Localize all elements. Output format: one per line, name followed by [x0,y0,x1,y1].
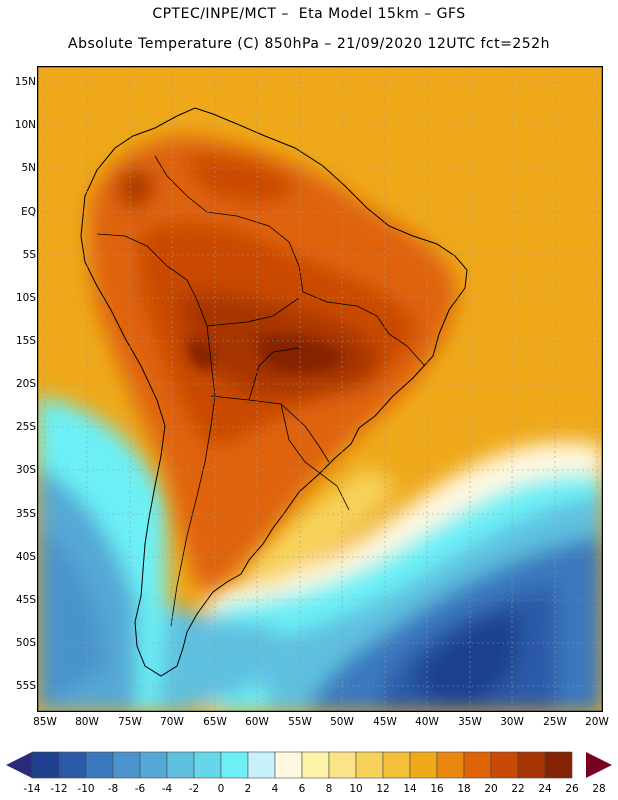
lat-label: 25S [15,421,36,433]
color-scale-cell [544,751,573,779]
hot-core-field [187,334,347,373]
lon-label: 60W [245,716,269,728]
graticule [37,66,603,712]
color-scale-label: -6 [134,783,146,795]
color-scale-cell [301,751,330,779]
color-scale-cell [220,751,249,779]
lat-label: 10N [14,119,36,131]
color-scale-label: 28 [592,783,606,795]
color-scale-label: 6 [298,783,306,795]
color-scale [6,751,612,779]
lon-label: 35W [458,716,482,728]
lon-label: 70W [160,716,184,728]
color-scale-label: -8 [107,783,119,795]
lon-label: 20W [585,716,609,728]
lat-label: 45S [15,594,36,606]
lat-label: 5S [22,249,36,261]
color-scale-label: 20 [484,783,498,795]
color-scale-label: 24 [538,783,552,795]
color-scale-cell [31,751,60,779]
lat-label: 15N [14,76,36,88]
lon-label: 40W [415,716,439,728]
lon-label: 25W [543,716,567,728]
color-scale-label: 4 [271,783,279,795]
color-scale-label: 26 [565,783,579,795]
color-scale-cell [247,751,276,779]
lat-label: 5N [21,162,36,174]
color-scale-cell [193,751,222,779]
color-scale-label: 18 [457,783,471,795]
map-frame [37,66,603,712]
color-scale-label: 22 [511,783,525,795]
color-scale-label: -14 [23,783,41,795]
color-scale-cell [463,751,492,779]
color-scale-under-arrow [6,752,32,778]
color-scale-cell [112,751,141,779]
color-scale-label: 10 [349,783,363,795]
color-scale-cell [436,751,465,779]
color-scale-cell [517,751,546,779]
lat-label: 20S [15,378,36,390]
lat-label: 50S [15,637,36,649]
lat-label: 55S [15,680,36,692]
lat-label: 35S [15,508,36,520]
lat-label: 15S [15,335,36,347]
color-scale-cell [166,751,195,779]
color-scale-label: 8 [325,783,333,795]
lat-label: 10S [15,292,36,304]
color-scale-cell [85,751,114,779]
color-scale-label: -12 [50,783,68,795]
color-scale-label: 12 [376,783,390,795]
color-scale-cell [328,751,357,779]
lon-label: 75W [118,716,142,728]
lat-label: EQ [21,206,36,218]
lon-label: 30W [500,716,524,728]
map-title-line-1: CPTEC/INPE/MCT – Eta Model 15km – GFS [152,6,466,22]
color-scale-label: -2 [188,783,200,795]
color-scale-label: 0 [217,783,225,795]
lon-label: 85W [33,716,57,728]
lon-label: 80W [75,716,99,728]
map-title-line-2: Absolute Temperature (C) 850hPa – 21/09/… [68,36,550,52]
lat-label: 40S [15,551,36,563]
color-scale-cell [355,751,384,779]
lon-label: 65W [203,716,227,728]
color-scale-over-arrow [586,752,612,778]
coastline [80,107,468,677]
color-scale-label: 16 [430,783,444,795]
cold-ocean-field [37,396,603,712]
color-scale-cell [490,751,519,779]
color-scale-cell [409,751,438,779]
color-scale-label: 14 [403,783,417,795]
color-scale-cell [382,751,411,779]
lat-label: 30S [15,464,36,476]
lon-label: 50W [330,716,354,728]
color-scale-label: 2 [244,783,252,795]
lon-label: 45W [373,716,397,728]
lon-label: 55W [288,716,312,728]
color-scale-label: -4 [161,783,173,795]
color-scale-cell [139,751,168,779]
temperature-map [37,66,603,712]
color-scale-cell [274,751,303,779]
color-scale-label: -10 [77,783,95,795]
color-scale-cell [58,751,87,779]
